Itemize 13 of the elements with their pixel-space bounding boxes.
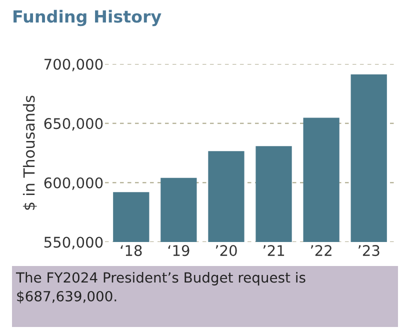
x-tick-label: ’20 (216, 245, 237, 256)
chart-title: Funding History (14, 10, 162, 26)
y-tick-label: 700,000 (44, 58, 103, 72)
y-tick-label: 650,000 (44, 118, 103, 131)
y-tick-label: 550,000 (44, 236, 103, 250)
y-tick-label: 600,000 (44, 177, 103, 190)
x-tick-label: ’22 (310, 245, 332, 256)
x-tick-label: ’23 (358, 245, 380, 256)
y-axis-title: $ in Thousands (22, 96, 37, 210)
x-tick-label: ‘18 (120, 245, 142, 256)
x-tick-label: ‘19 (168, 245, 190, 256)
x-tick-label: ’21 (263, 245, 284, 256)
text: The FY2024 President’s Budget request is $687,639,000. (16, 272, 306, 304)
